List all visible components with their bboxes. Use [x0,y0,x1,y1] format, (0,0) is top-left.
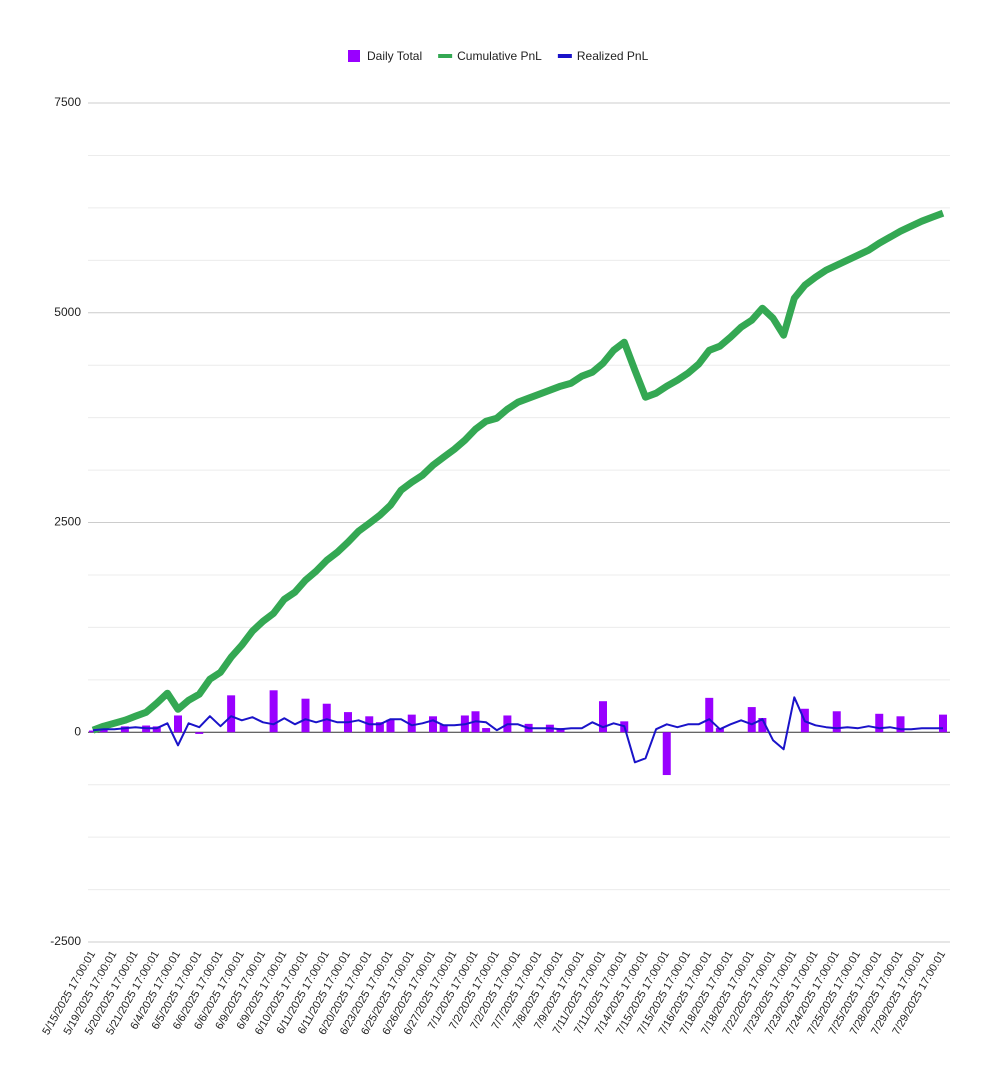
bar [99,728,108,733]
bar [174,715,182,733]
y-tick-label: 7500 [54,95,81,109]
bar [875,713,884,733]
bar [120,726,129,733]
bar [301,698,310,733]
bar [375,722,384,733]
bar [269,690,278,733]
legend-swatch [348,50,360,62]
bar [939,714,947,733]
bar [386,719,395,733]
bar [482,728,491,733]
bar [322,703,331,733]
y-tick-label: 0 [74,724,81,738]
y-tick-label: 2500 [54,515,81,529]
y-tick-label: 5000 [54,305,81,319]
bar [152,726,161,733]
legend-label: Realized PnL [577,49,649,63]
bar [662,732,671,776]
legend-label: Cumulative PnL [457,49,542,63]
bar [429,716,437,733]
y-tick-label: -2500 [50,934,81,948]
line [91,209,945,734]
bar [227,695,236,733]
bar [832,711,841,733]
bar [439,724,448,733]
bar [195,732,204,734]
bar [747,707,756,733]
bar [89,730,97,733]
line [92,696,943,764]
bar [599,701,607,733]
bar [896,716,905,733]
legend: Daily Total Cumulative PnL Realized PnL [348,49,649,63]
bar [407,714,416,733]
legend-label: Daily Total [367,49,422,63]
bar [758,717,767,733]
bar [705,697,714,733]
